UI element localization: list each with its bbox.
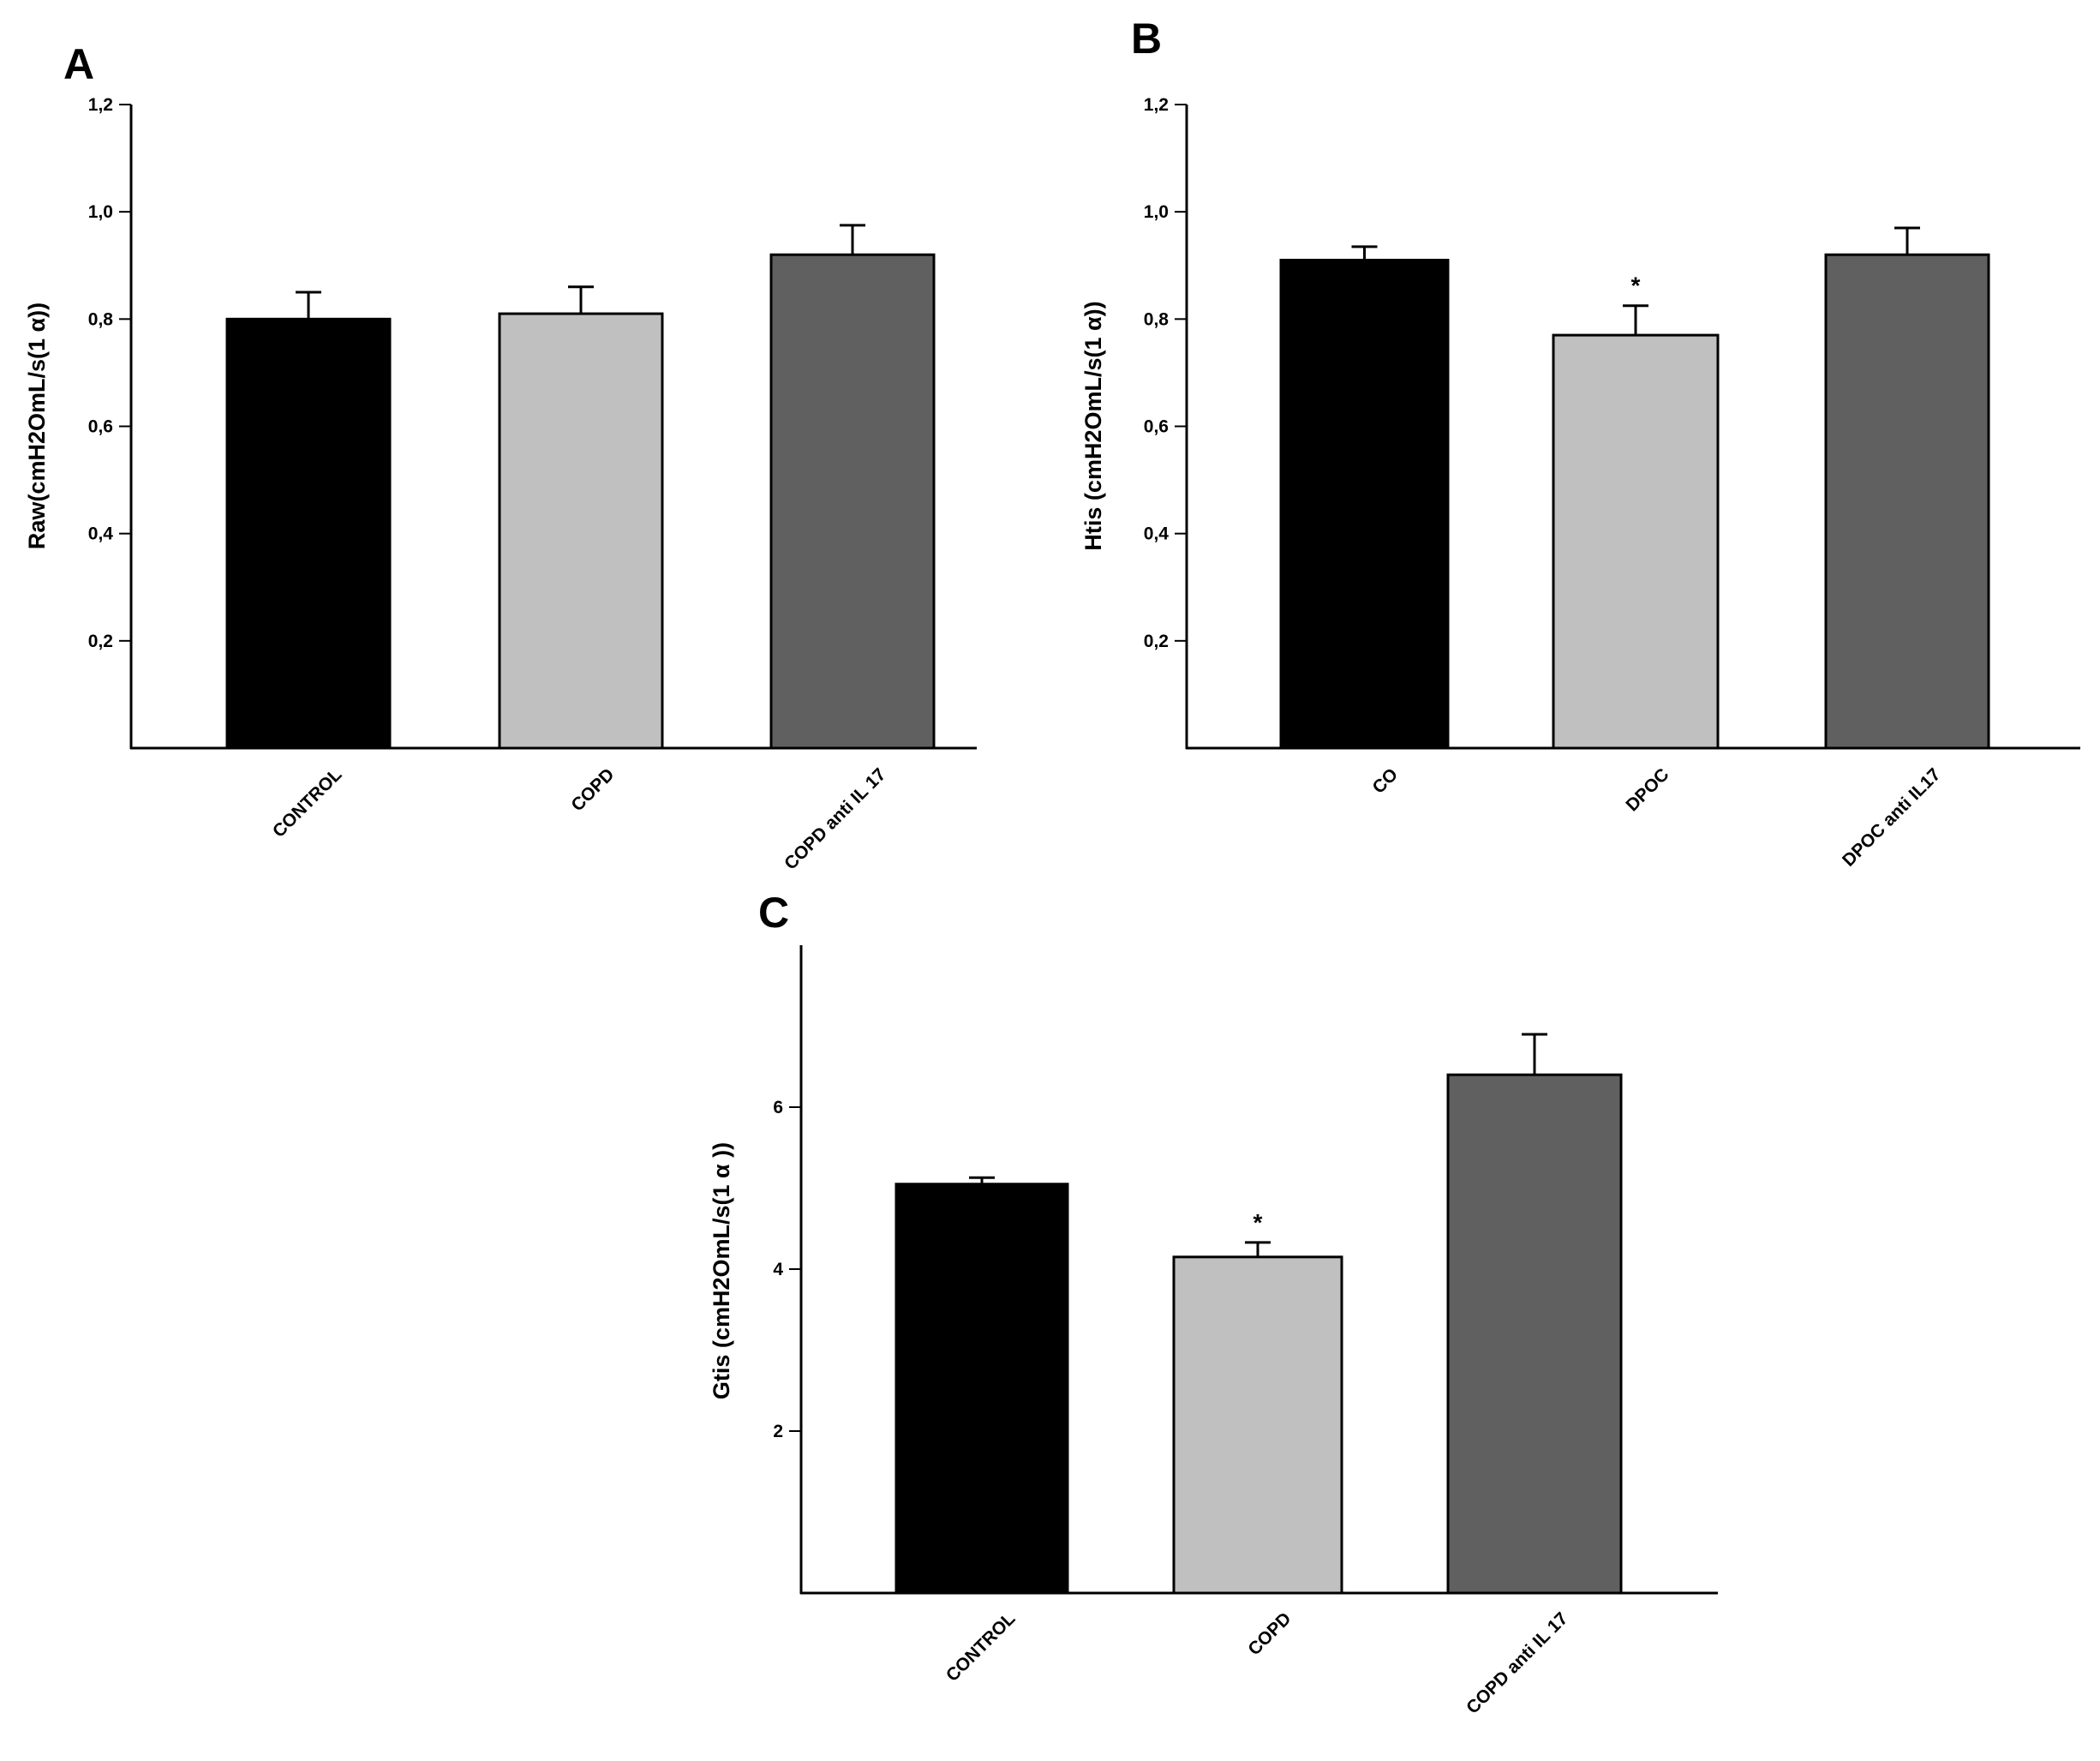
significance-marker: * — [1631, 273, 1641, 299]
category-label: DPOC anti IL17 — [1839, 764, 1945, 871]
y-axis-title: Htis (cmH2OmL/s(1 α)) — [1080, 301, 1106, 550]
bar-3 — [1446, 1073, 1623, 1595]
bar-2 — [498, 312, 664, 750]
y-tick-label: 2 — [773, 1422, 783, 1441]
category-label: COPD — [567, 764, 618, 815]
y-tick-label: 0,6 — [1144, 417, 1169, 437]
y-tick-label: 0,2 — [1144, 632, 1169, 651]
bar-2 — [1172, 1255, 1343, 1595]
panel-letter: C — [758, 889, 789, 937]
y-tick-label: 4 — [773, 1260, 783, 1279]
category-label: COPD anti IL 17 — [781, 764, 889, 873]
category-label: CO — [1368, 764, 1402, 798]
y-tick-label: 6 — [773, 1098, 783, 1117]
bar-2 — [1552, 333, 1720, 750]
category-label: CONTROL — [269, 764, 346, 842]
bar-1 — [225, 317, 392, 750]
y-axis-title: Gtis (cmH2OmL/s(1 α )) — [709, 1142, 734, 1399]
y-tick-label: 1,2 — [1144, 95, 1169, 115]
bar-3 — [769, 253, 936, 750]
panel-letter: A — [63, 40, 94, 88]
y-tick-label: 0,4 — [1144, 524, 1170, 544]
category-label: DPOC — [1622, 764, 1672, 815]
category-label: COPD anti IL 17 — [1463, 1608, 1571, 1717]
y-tick-label: 1,0 — [88, 202, 113, 222]
y-tick-label: 1,2 — [88, 95, 113, 115]
y-axis-title: Raw(cmH2OmL/s(1 α)) — [24, 302, 50, 549]
bar-1 — [894, 1183, 1069, 1595]
y-tick-label: 0,4 — [88, 524, 114, 544]
panel-c: C 2 4 6 Gtis (cmH2OmL/s(1 α )) CONTROL * COPD CO… — [709, 889, 1718, 1718]
bar-3 — [1824, 253, 1990, 750]
panel-letter: B — [1131, 15, 1162, 63]
category-label: CONTROL — [942, 1608, 1020, 1686]
category-label: COPD — [1244, 1608, 1295, 1659]
y-tick-label: 1,0 — [1144, 202, 1169, 222]
panel-b: B 0,2 0,4 0,6 0,8 1,0 1,2 Htis (cmH2OmL/s(1 α))… — [1080, 15, 2080, 871]
y-tick-label: 0,8 — [88, 309, 114, 329]
panel-a: A 0,2 0,4 0,6 0,8 1,0 1,2 Raw(cmH2OmL/s(1 α)) CO… — [24, 40, 977, 874]
y-tick-label: 0,6 — [88, 417, 113, 437]
y-tick-label: 0,8 — [1144, 309, 1170, 329]
y-tick-label: 0,2 — [88, 632, 113, 651]
significance-marker: * — [1253, 1209, 1263, 1236]
bar-1 — [1279, 258, 1450, 750]
